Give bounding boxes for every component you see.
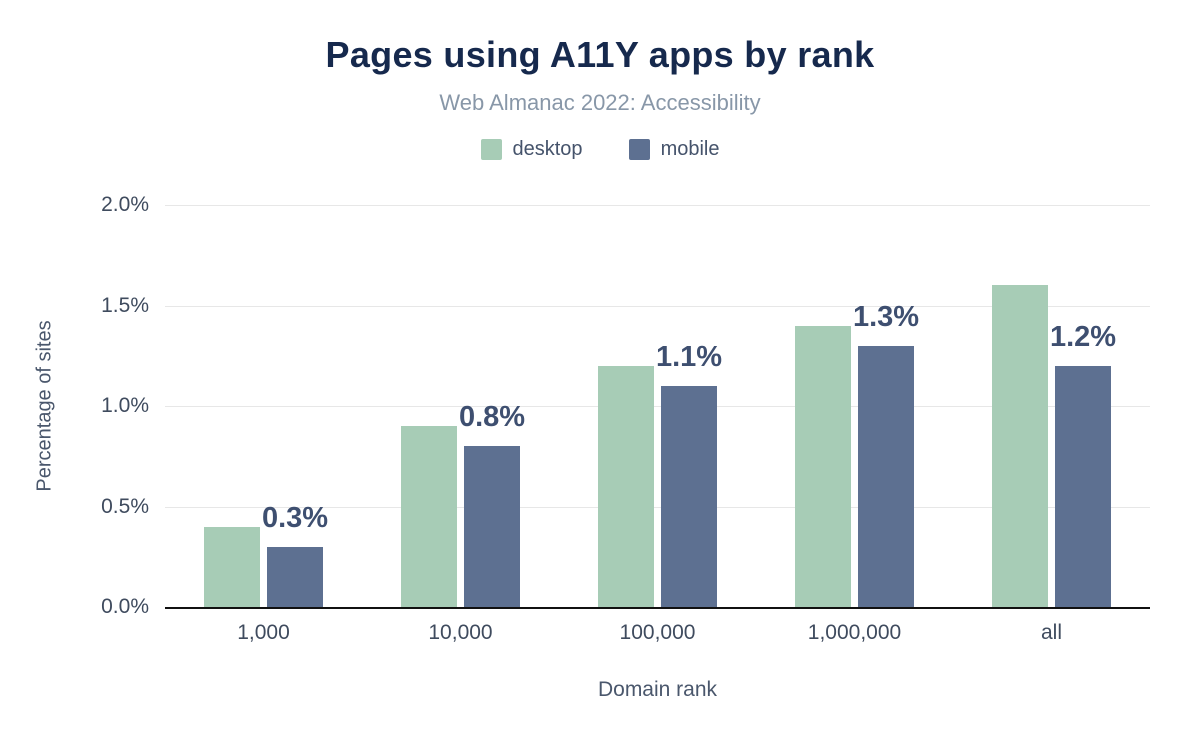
bar-pair: 1.1% (598, 205, 722, 607)
y-tick-label: 0.5% (101, 494, 149, 518)
x-tick-label: 1,000,000 (807, 621, 902, 644)
x-tick-label: all (1040, 621, 1062, 644)
bar-value-label: 0.3% (261, 501, 329, 534)
bar-groups: 0.3% 0.8% 1.1% 1.3% 1.2% (165, 205, 1150, 607)
bar-group: 1.2% (953, 205, 1150, 607)
x-axis-line (165, 607, 1150, 609)
chart-title: Pages using A11Y apps by rank (325, 34, 875, 75)
x-tick-label: 1,000 (237, 621, 290, 644)
legend-item-mobile: mobile (628, 138, 720, 161)
bar-desktop (992, 285, 1048, 607)
x-axis-ticks: 1,000 10,000 100,000 1,000,000 all (165, 621, 1150, 645)
bar-pair: 0.3% (204, 205, 328, 607)
legend-swatch-desktop (480, 139, 502, 160)
bar-mobile: 0.8% (459, 401, 525, 607)
bar-pair: 1.3% (795, 205, 919, 607)
gridline (165, 205, 1150, 206)
chart-subtitle: Web Almanac 2022: Accessibility (439, 90, 761, 115)
bar-desktop (598, 365, 654, 607)
x-tick-label: 10,000 (428, 621, 493, 644)
bar-value-label: 0.8% (458, 401, 526, 434)
bar-group: 0.3% (165, 205, 362, 607)
y-tick-label: 2.0% (101, 193, 149, 216)
legend-swatch-mobile (628, 139, 650, 160)
bar-group: 0.8% (362, 205, 559, 607)
bar-pair: 1.2% (992, 205, 1116, 607)
bar-mobile: 1.1% (656, 341, 722, 607)
bar-mobile: 0.3% (262, 502, 328, 607)
gridline (165, 506, 1150, 508)
x-tick-label: 100,000 (619, 621, 696, 644)
legend-label: desktop (512, 138, 583, 160)
y-tick-label: 1.5% (101, 293, 149, 317)
bar-value-label: 1.3% (852, 300, 920, 333)
bar-value-label: 1.1% (655, 340, 723, 373)
plot-area: 0.3% 0.8% 1.1% 1.3% 1.2% 1,000 10,000 100,000 1… (101, 193, 1150, 644)
bar-desktop (204, 526, 260, 607)
y-tick-label: 0.0% (101, 595, 149, 618)
bar-mobile: 1.2% (1050, 321, 1116, 607)
bar-value-label: 1.2% (1049, 320, 1117, 353)
bar-pair: 0.8% (401, 205, 525, 607)
bar-mobile: 1.3% (853, 301, 919, 607)
legend-item-desktop: desktop (480, 138, 583, 161)
x-axis-title: Domain rank (597, 678, 718, 701)
y-tick-label: 1.0% (101, 394, 149, 417)
bar-group: 1.3% (756, 205, 953, 607)
y-axis-title: Percentage of sites (33, 320, 56, 492)
gridline (165, 305, 1150, 307)
bar-desktop (795, 325, 851, 607)
bar-group: 1.1% (559, 205, 756, 607)
bar-desktop (401, 426, 457, 607)
legend: desktop mobile (0, 138, 1200, 161)
gridline (165, 406, 1150, 407)
legend-label: mobile (660, 138, 720, 160)
